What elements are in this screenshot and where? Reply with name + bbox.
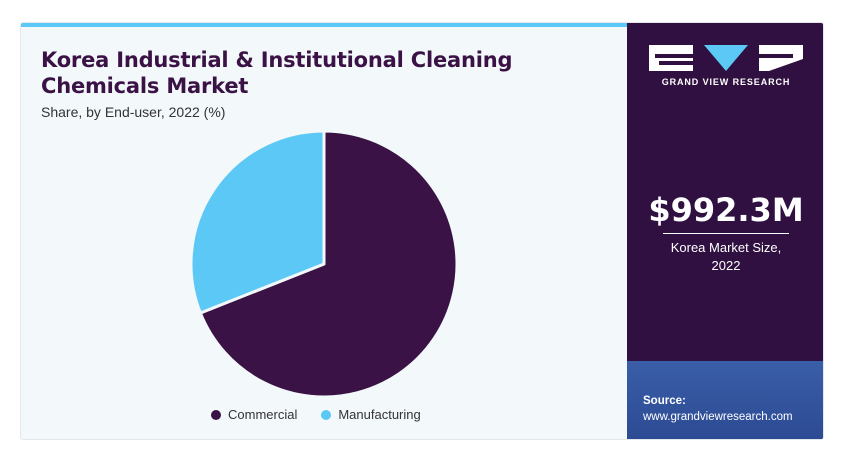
pie-slice-commercial (198, 129, 459, 399)
market-size-value: $992.3M (648, 191, 804, 229)
source-label: Source: (643, 395, 686, 407)
chart-legend: Commercial Manufacturing (211, 407, 445, 422)
pie-slice-manufacturing (189, 129, 326, 315)
legend-label-commercial: Commercial (228, 407, 298, 422)
legend-swatch-manufacturing (321, 409, 332, 420)
legend-swatch-commercial (211, 409, 221, 420)
infographic-card: Korea Industrial & Institutional Cleanin… (20, 22, 824, 440)
market-size-label: Korea Market Size, 2022 (627, 239, 823, 275)
legend-item-manufacturing: Manufacturing (321, 407, 421, 422)
chart-title: Korea Industrial & Institutional Cleanin… (41, 47, 601, 99)
chart-panel: Korea Industrial & Institutional Cleanin… (21, 23, 627, 439)
source-band (627, 361, 823, 439)
brand-name: GRAND VIEW RESEARCH (661, 77, 791, 87)
chart-title-line1: Korea Industrial & Institutional Cleanin… (41, 48, 513, 72)
legend-item-commercial: Commercial (211, 407, 297, 422)
legend-label-manufacturing: Manufacturing (338, 407, 421, 422)
summary-panel: GRAND VIEW RESEARCH $992.3M Korea Market… (627, 23, 823, 439)
source-link[interactable]: www.grandviewresearch.com (643, 411, 793, 423)
market-size-label-line2: 2022 (711, 258, 741, 273)
chart-title-line2: Chemicals Market (41, 74, 249, 98)
gvr-logo-icon (649, 45, 803, 71)
chart-subtitle: Share, by End-user, 2022 (%) (41, 104, 226, 120)
divider-line (663, 233, 789, 234)
pie-chart (189, 129, 459, 399)
market-size-label-line1: Korea Market Size, (670, 240, 782, 255)
